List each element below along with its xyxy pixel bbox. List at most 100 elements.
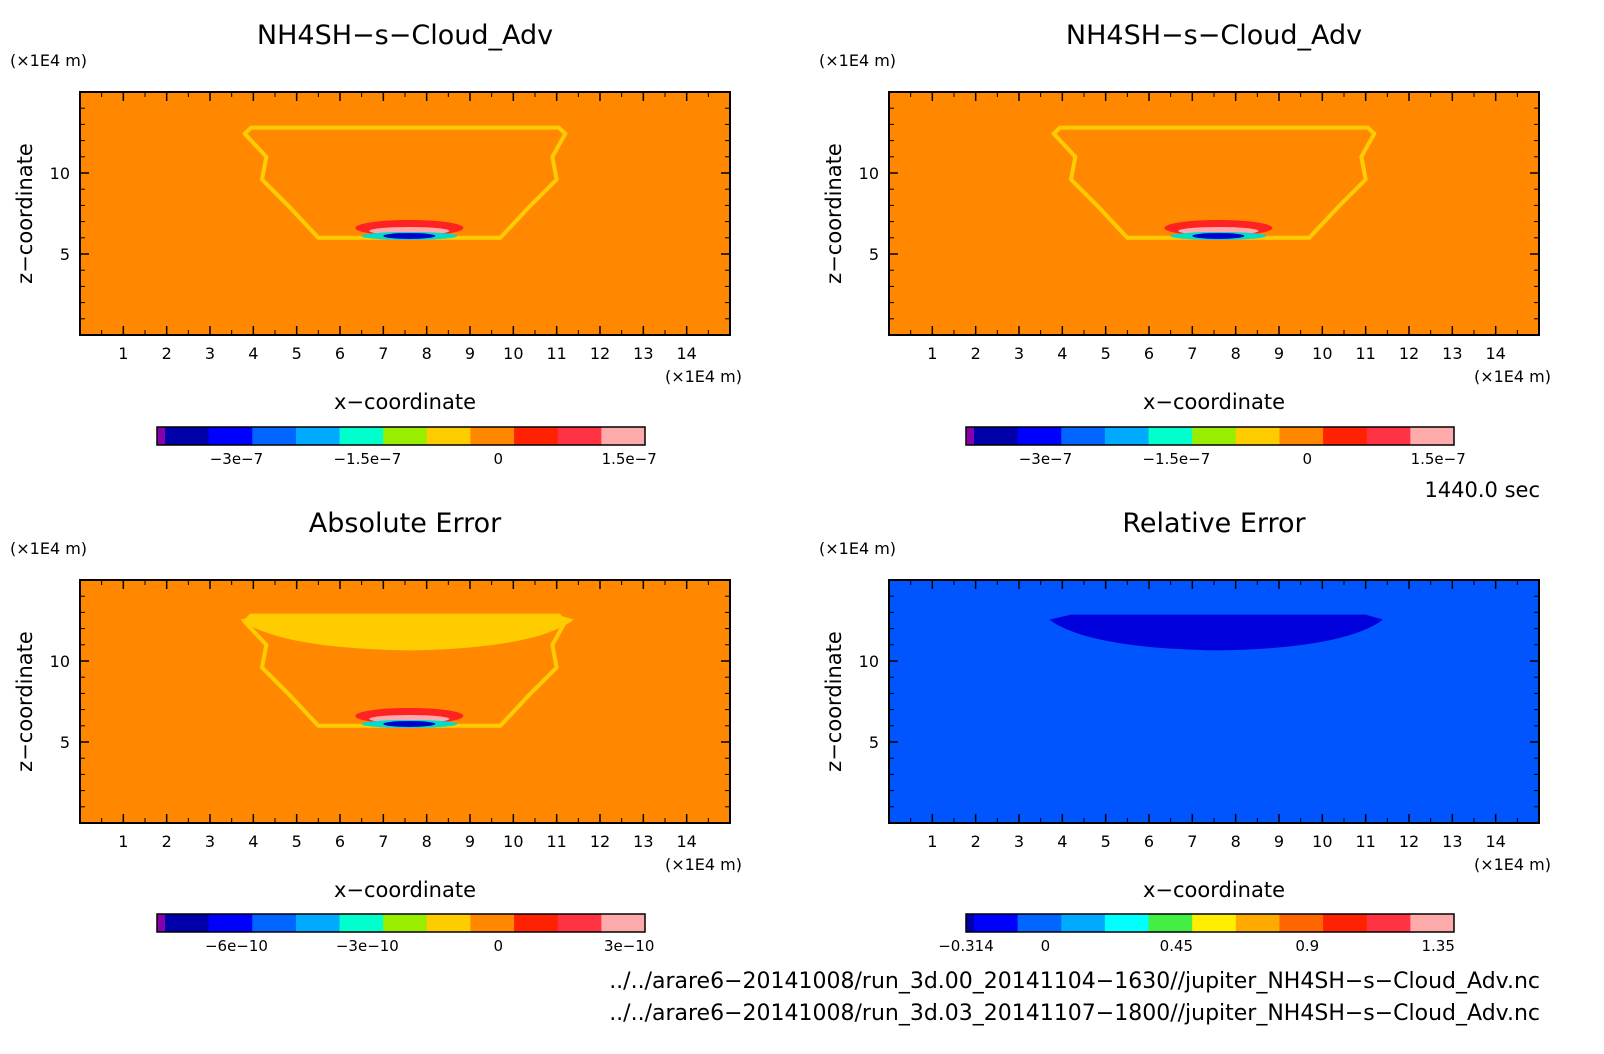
colorbar-swatch xyxy=(1104,914,1150,932)
colorbar-swatch xyxy=(1192,427,1237,445)
colorbar-tick-label: 0 xyxy=(493,937,503,955)
colorbar-swatch xyxy=(426,914,471,932)
x-tick-label: 10 xyxy=(1312,832,1332,851)
plot-area xyxy=(889,92,1539,335)
colorbar-tick-label: −0.314 xyxy=(938,937,994,955)
x-tick-label: 12 xyxy=(590,344,610,363)
colorbar-swatch xyxy=(1366,914,1411,932)
x-tick-label: 6 xyxy=(1144,344,1154,363)
x-tick-label: 1 xyxy=(118,344,128,363)
x-unit-label: (×1E4 m) xyxy=(665,367,742,386)
negative-anomaly-lobe xyxy=(1192,232,1245,239)
x-tick-label: 14 xyxy=(1485,832,1505,851)
colorbar-frame xyxy=(156,426,646,446)
x-tick-label: 12 xyxy=(1399,832,1419,851)
colorbar-swatch xyxy=(601,427,646,445)
colorbar-tick-label: 1.5e−7 xyxy=(1411,450,1466,468)
x-tick-label: 3 xyxy=(205,832,215,851)
colorbar-swatch xyxy=(165,427,210,445)
x-tick-label: 14 xyxy=(676,832,696,851)
colorbar-swatch xyxy=(1410,914,1455,932)
cloud-boundary-contour xyxy=(242,125,568,240)
x-tick-label: 13 xyxy=(633,832,653,851)
x-tick-label: 7 xyxy=(1187,344,1197,363)
x-tick-label: 1 xyxy=(927,832,937,851)
colorbar-swatch xyxy=(252,914,297,932)
x-tick-label: 10 xyxy=(503,344,523,363)
plot-area xyxy=(80,92,730,335)
x-tick-label: 8 xyxy=(1231,344,1241,363)
x-tick-label: 3 xyxy=(1014,832,1024,851)
colorbar-swatch xyxy=(1104,427,1150,445)
colorbar-swatch xyxy=(966,914,975,932)
x-tick-label: 9 xyxy=(465,344,475,363)
x-unit-label: (×1E4 m) xyxy=(1474,367,1551,386)
colorbar-tick-label: 0.9 xyxy=(1295,937,1319,955)
x-tick-label: 9 xyxy=(1274,344,1284,363)
x-tick-label: 2 xyxy=(971,344,981,363)
colorbar-swatch xyxy=(157,914,166,932)
colorbar-tick-label: −3e−10 xyxy=(336,937,399,955)
x-tick-label: 1 xyxy=(927,344,937,363)
negative-anomaly-lobe xyxy=(383,720,436,727)
x-tick-label: 4 xyxy=(248,832,258,851)
colorbar-tick-label: 1.5e−7 xyxy=(602,450,657,468)
colorbar-swatch xyxy=(1410,427,1455,445)
negative-anomaly-lobe xyxy=(383,232,436,239)
x-tick-label: 11 xyxy=(546,344,566,363)
colorbar-frame xyxy=(965,913,1455,933)
panel-title: NH4SH−s−Cloud_Adv xyxy=(257,20,553,51)
x-axis-label: x−coordinate xyxy=(334,878,476,902)
x-tick-label: 7 xyxy=(1187,832,1197,851)
x-unit-label: (×1E4 m) xyxy=(1474,855,1551,874)
y-tick-label: 5 xyxy=(869,733,879,752)
colorbar-swatch xyxy=(165,914,210,932)
y-unit-label: (×1E4 m) xyxy=(10,539,87,558)
colorbar-swatch xyxy=(974,914,1019,932)
colorbar-swatch xyxy=(470,427,515,445)
colorbar-swatch xyxy=(1279,427,1324,445)
y-axis-label: z−coordinate xyxy=(822,143,846,284)
colorbar-tick-label: 0.45 xyxy=(1160,937,1193,955)
x-tick-label: 3 xyxy=(205,344,215,363)
y-unit-label: (×1E4 m) xyxy=(819,539,896,558)
colorbar-swatch xyxy=(295,914,341,932)
y-tick-label: 5 xyxy=(60,733,70,752)
x-tick-label: 14 xyxy=(1485,344,1505,363)
y-tick-label: 10 xyxy=(859,652,879,671)
x-tick-label: 6 xyxy=(1144,832,1154,851)
x-tick-label: 2 xyxy=(971,832,981,851)
colorbar-swatch xyxy=(339,427,384,445)
y-tick-label: 5 xyxy=(60,245,70,264)
colorbar-swatch xyxy=(383,427,428,445)
x-tick-label: 12 xyxy=(590,832,610,851)
colorbar-swatch xyxy=(1235,914,1280,932)
colorbar-swatch xyxy=(601,914,646,932)
x-tick-label: 10 xyxy=(1312,344,1332,363)
x-tick-label: 13 xyxy=(633,344,653,363)
colorbar-frame xyxy=(965,426,1455,446)
colorbar-tick-label: −1.5e−7 xyxy=(1142,450,1210,468)
x-tick-label: 9 xyxy=(465,832,475,851)
x-tick-label: 2 xyxy=(162,832,172,851)
x-tick-label: 7 xyxy=(378,344,388,363)
x-tick-label: 4 xyxy=(1057,344,1067,363)
colorbar-swatch xyxy=(1061,914,1106,932)
y-axis-label: z−coordinate xyxy=(822,631,846,772)
colorbar-swatch xyxy=(514,914,559,932)
colorbar-swatch xyxy=(383,914,428,932)
colorbar-swatch xyxy=(1323,427,1368,445)
x-tick-label: 2 xyxy=(162,344,172,363)
x-tick-label: 13 xyxy=(1442,344,1462,363)
y-tick-label: 10 xyxy=(50,652,70,671)
colorbar-swatch xyxy=(1323,914,1368,932)
colorbar-swatch xyxy=(339,914,384,932)
colorbar-swatch xyxy=(557,914,602,932)
x-axis-label: x−coordinate xyxy=(334,390,476,414)
x-tick-label: 13 xyxy=(1442,832,1462,851)
colorbar-swatch xyxy=(1366,427,1411,445)
colorbar-tick-label: −6e−10 xyxy=(205,937,268,955)
y-unit-label: (×1E4 m) xyxy=(10,51,87,70)
colorbar-swatch xyxy=(426,427,471,445)
y-axis-label: z−coordinate xyxy=(13,631,37,772)
